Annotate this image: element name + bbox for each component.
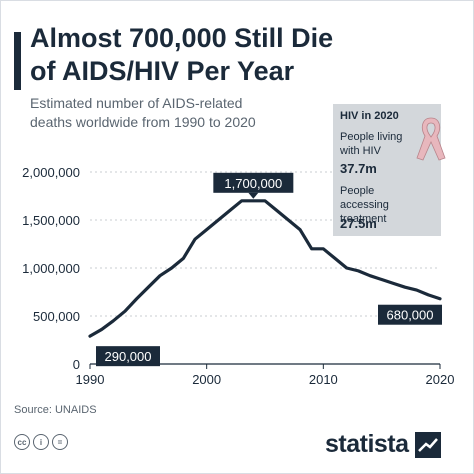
data-label: 290,000 <box>105 349 152 364</box>
statista-logo-text: statista <box>325 430 409 458</box>
data-label-box <box>213 172 294 193</box>
data-label: 680,000 <box>387 308 434 323</box>
awareness-ribbon-icon <box>416 117 446 161</box>
x-tick-label: 2000 <box>192 372 221 387</box>
data-label-pointer <box>248 192 259 199</box>
data-label-box <box>96 346 160 367</box>
chart-title: Almost 700,000 Still Die of AIDS/HIV Per… <box>30 22 450 88</box>
chart-subtitle-line-2: deaths worldwide from 1990 to 2020 <box>30 114 256 130</box>
treatment-value: 27.5m <box>340 216 377 231</box>
living-label-line-1: People living <box>340 131 403 143</box>
y-tick-label: 1,500,000 <box>22 213 80 228</box>
chart-title-line-2: of AIDS/HIV Per Year <box>30 56 295 86</box>
data-label-box <box>378 304 442 325</box>
title-accent-bar <box>14 32 21 90</box>
no-derivatives-icon: = <box>52 434 68 450</box>
creative-commons-icon: cc <box>14 434 30 450</box>
x-tick-label: 2010 <box>309 372 338 387</box>
x-tick-label: 1990 <box>76 372 105 387</box>
living-value: 37.7m <box>340 161 377 176</box>
chart-title-line-1: Almost 700,000 Still Die <box>30 23 334 53</box>
y-tick-label: 0 <box>73 357 80 372</box>
y-tick-label: 500,000 <box>33 309 80 324</box>
series-line <box>88 199 442 338</box>
y-tick-label: 2,000,000 <box>22 165 80 180</box>
y-tick-label: 1,000,000 <box>22 261 80 276</box>
info-box-heading: HIV in 2020 <box>340 110 399 122</box>
treatment-label: People accessing treatment <box>340 184 420 226</box>
attribution-icon: i <box>33 434 49 450</box>
treatment-label-line-1: People accessing <box>340 185 389 211</box>
license-icons: cc i = <box>14 434 68 450</box>
x-tick-label: 2020 <box>426 372 455 387</box>
chart-subtitle-line-1: Estimated number of AIDS-related <box>30 95 243 111</box>
chart-subtitle: Estimated number of AIDS-related deaths … <box>30 94 330 132</box>
statista-logo-mark-icon <box>414 431 441 458</box>
source-note: Source: UNAIDS <box>14 404 97 416</box>
treatment-label-line-2: treatment <box>340 213 387 225</box>
statista-logo: statista <box>325 430 441 459</box>
living-label: People living with HIV <box>340 130 420 158</box>
living-label-line-2: with HIV <box>340 145 381 157</box>
data-label: 1,700,000 <box>224 176 282 191</box>
